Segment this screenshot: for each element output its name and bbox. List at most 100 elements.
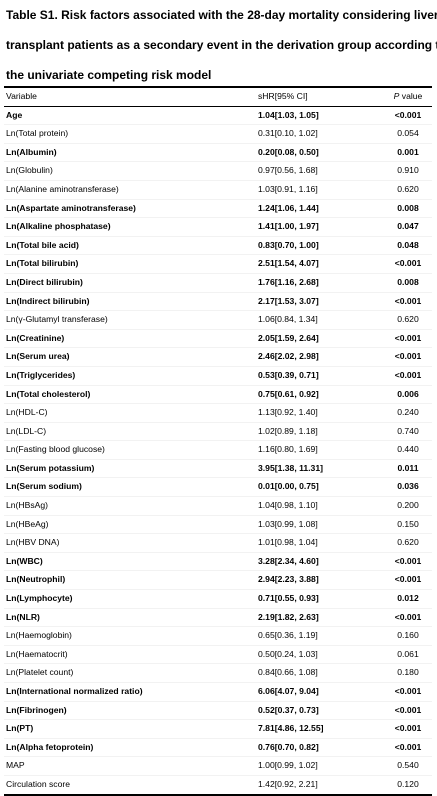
table-row: Ln(Globulin) 0.97[0.56, 1.68] 0.910 — [4, 162, 432, 181]
cell-shr: 1.16[0.80, 1.69] — [258, 444, 318, 455]
cell-variable: Ln(Neutrophil) — [6, 574, 66, 585]
cell-shr: 1.02[0.89, 1.18] — [258, 425, 318, 436]
table-row: Circulation score 1.42[0.92, 2.21] 0.120 — [4, 775, 432, 795]
cell-variable: Ln(Fibrinogen) — [6, 704, 67, 715]
cell-p-value: <0.001 — [394, 555, 422, 566]
cell-shr: 0.31[0.10, 1.02] — [258, 128, 318, 139]
cell-p-value: 0.012 — [397, 593, 419, 604]
table-row: Ln(Direct bilirubin) 1.76[1.16, 2.68] 0.00… — [4, 273, 432, 293]
table-row: Ln(Triglycerides) 0.53[0.39, 0.71] <0.001 — [4, 366, 432, 385]
table-row: Ln(γ-Glutamyl transferase) 1.06[0.84, 1.3… — [4, 311, 432, 330]
table-row: Ln(Haemoglobin) 0.65[0.36, 1.19] 0.160 — [4, 627, 432, 646]
cell-shr: 0.76[0.70, 0.82] — [258, 741, 319, 752]
cell-p-value: 0.036 — [397, 481, 419, 492]
cell-p-value: 0.120 — [397, 778, 419, 789]
cell-shr: 1.42[0.92, 2.21] — [258, 778, 318, 789]
cell-variable: Ln(Fasting blood glucose) — [6, 444, 105, 455]
cell-p-value: <0.001 — [394, 369, 422, 380]
cell-p-value: 0.200 — [397, 500, 419, 511]
cell-shr: 1.01[0.98, 1.04] — [258, 537, 318, 548]
cell-shr: 0.65[0.36, 1.19] — [258, 630, 318, 641]
table-row: Ln(Neutrophil) 2.94[2.23, 3.88] <0.001 — [4, 571, 432, 590]
cell-p-value: <0.001 — [394, 723, 422, 734]
header-p-value: P value — [384, 87, 432, 106]
table-row: Ln(Total protein) 0.31[0.10, 1.02] 0.054 — [4, 125, 432, 144]
header-p-rest: value — [399, 91, 423, 101]
table-row: Ln(PT) 7.81[4.86, 12.55] <0.001 — [4, 720, 432, 739]
cell-variable: Ln(Globulin) — [6, 165, 53, 176]
cell-p-value: <0.001 — [394, 574, 422, 585]
table-header-row: Variable sHR[95% CI] P value — [4, 87, 432, 107]
table-row: Ln(HDL-C) 1.13[0.92, 1.40] 0.240 — [4, 404, 432, 423]
cell-shr: 7.81[4.86, 12.55] — [258, 723, 324, 734]
cell-p-value: 0.620 — [397, 314, 419, 325]
table-row: Ln(WBC) 3.28[2.34, 4.60] <0.001 — [4, 552, 432, 571]
cell-variable: Ln(Total bilirubin) — [6, 258, 79, 269]
cell-p-value: 0.540 — [397, 760, 419, 771]
cell-shr: 2.17[1.53, 3.07] — [258, 295, 319, 306]
cell-p-value: 0.006 — [397, 388, 419, 399]
table-row: Ln(Alpha fetoprotein) 0.76[0.70, 0.82] <0.… — [4, 738, 432, 757]
cell-variable: Ln(Direct bilirubin) — [6, 276, 83, 287]
cell-shr: 6.06[4.07, 9.04] — [258, 686, 319, 696]
table-row: Ln(Fibrinogen) 0.52[0.37, 0.73] <0.001 — [4, 701, 432, 720]
cell-shr: 1.03[0.99, 1.08] — [258, 518, 318, 529]
cell-variable: Circulation score — [6, 778, 70, 789]
cell-shr: 0.83[0.70, 1.00] — [258, 239, 319, 250]
cell-variable: Ln(Haematocrit) — [6, 648, 68, 659]
cell-variable: Ln(Serum sodium) — [6, 481, 82, 492]
cell-shr: 2.19[1.82, 2.63] — [258, 611, 319, 622]
table-row: Ln(Serum sodium) 0.01[0.00, 0.75] 0.036 — [4, 478, 432, 497]
table-row: Age 1.04[1.03, 1.05] <0.001 — [4, 106, 432, 125]
cell-p-value: 0.048 — [397, 239, 419, 250]
cell-p-value: 0.440 — [397, 444, 419, 455]
cell-shr: 0.50[0.24, 1.03] — [258, 648, 318, 659]
cell-shr: 1.03[0.91, 1.16] — [258, 183, 318, 194]
table-row: Ln(HBV DNA) 1.01[0.98, 1.04] 0.620 — [4, 534, 432, 553]
cell-p-value: <0.001 — [394, 741, 422, 752]
cell-variable: Ln(Aspartate aminotransferase) — [6, 202, 136, 213]
cell-variable: Ln(Alpha fetoprotein) — [6, 741, 94, 752]
table-row: Ln(Serum potassium) 3.95[1.38, 11.31] 0.01… — [4, 459, 432, 478]
cell-variable: Ln(LDL-C) — [6, 425, 47, 436]
cell-variable: Ln(Platelet count) — [6, 667, 74, 678]
cell-shr: 0.75[0.61, 0.92] — [258, 388, 319, 399]
cell-p-value: 0.054 — [397, 128, 419, 139]
cell-p-value: 0.240 — [397, 407, 419, 418]
cell-variable: Ln(Alkaline phosphatase) — [6, 221, 111, 232]
cell-variable: Ln(NLR) — [6, 611, 40, 622]
cell-variable: Ln(PT) — [6, 723, 34, 734]
table-row: Ln(NLR) 2.19[1.82, 2.63] <0.001 — [4, 608, 432, 627]
cell-p-value: 0.008 — [397, 202, 419, 213]
cell-p-value: <0.001 — [394, 704, 422, 715]
cell-variable: Ln(Albumin) — [6, 146, 57, 157]
cell-variable: Ln(Lymphocyte) — [6, 593, 73, 604]
cell-variable: Ln(Indirect bilirubin) — [6, 295, 90, 306]
cell-shr: 0.20[0.08, 0.50] — [258, 146, 319, 157]
table-row: Ln(LDL-C) 1.02[0.89, 1.18] 0.740 — [4, 422, 432, 441]
cell-p-value: <0.001 — [394, 351, 422, 362]
cell-variable: Ln(Total protein) — [6, 128, 69, 139]
table-row: Ln(Platelet count) 0.84[0.66, 1.08] 0.180 — [4, 664, 432, 683]
cell-variable: Ln(HBeAg) — [6, 518, 49, 529]
cell-shr: 0.97[0.56, 1.68] — [258, 165, 318, 176]
table-row: Ln(Albumin) 0.20[0.08, 0.50] 0.001 — [4, 143, 432, 162]
cell-p-value: 0.620 — [397, 537, 419, 548]
table-row: Ln(Serum urea) 2.46[2.02, 2.98] <0.001 — [4, 348, 432, 367]
cell-variable: Ln(HBV DNA) — [6, 537, 60, 548]
cell-variable: Ln(Triglycerides) — [6, 369, 76, 380]
cell-variable: Ln(Creatinine) — [6, 332, 65, 343]
cell-shr: 1.06[0.84, 1.34] — [258, 314, 318, 325]
cell-shr: 2.46[2.02, 2.98] — [258, 351, 319, 362]
table-row: Ln(Indirect bilirubin) 2.17[1.53, 3.07] <0… — [4, 292, 432, 311]
caption-line-2: transplant patients as a secondary event… — [6, 38, 437, 52]
table-row: Ln(Alanine aminotransferase) 1.03[0.91, 1… — [4, 180, 432, 200]
cell-p-value: 0.910 — [397, 165, 419, 176]
cell-shr: 2.94[2.23, 3.88] — [258, 574, 319, 585]
cell-variable: Ln(γ-Glutamyl transferase) — [6, 314, 108, 325]
risk-factor-table: Variable sHR[95% CI] P value Age 1.04[1.0… — [4, 86, 432, 796]
table-row: Ln(Alkaline phosphatase) 1.41[1.00, 1.97]… — [4, 218, 432, 237]
cell-p-value: 0.180 — [397, 667, 419, 678]
cell-shr: 3.28[2.34, 4.60] — [258, 555, 319, 566]
table-row: Ln(HBeAg) 1.03[0.99, 1.08] 0.150 — [4, 515, 432, 534]
